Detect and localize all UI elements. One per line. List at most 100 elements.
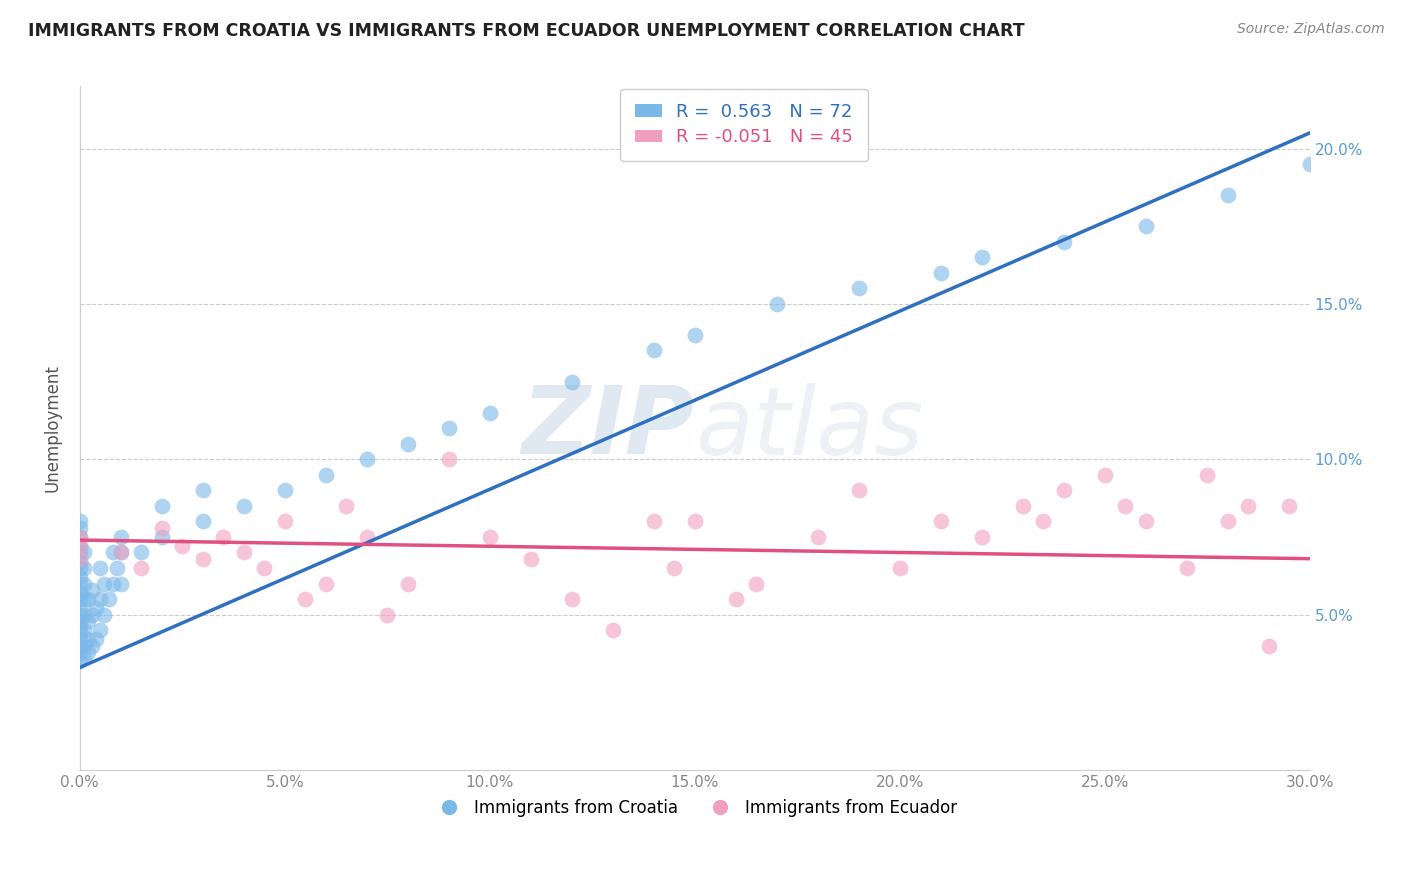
Text: ZIP: ZIP xyxy=(522,382,695,475)
Point xyxy=(69,530,91,544)
Point xyxy=(93,576,115,591)
Point xyxy=(315,467,337,482)
Point xyxy=(1053,235,1076,249)
Point xyxy=(848,483,870,498)
Point xyxy=(131,561,153,575)
Point xyxy=(69,545,91,559)
Point xyxy=(69,515,91,529)
Point xyxy=(356,530,378,544)
Point xyxy=(396,576,419,591)
Point xyxy=(77,592,100,607)
Point xyxy=(150,530,173,544)
Point xyxy=(172,539,194,553)
Point xyxy=(437,452,460,467)
Point xyxy=(274,483,297,498)
Point xyxy=(1135,219,1157,234)
Point xyxy=(69,639,91,653)
Point xyxy=(93,607,115,622)
Point xyxy=(110,545,132,559)
Point xyxy=(101,545,124,559)
Point xyxy=(69,592,91,607)
Point xyxy=(82,607,104,622)
Point xyxy=(69,614,91,628)
Point xyxy=(315,576,337,591)
Point xyxy=(69,626,91,640)
Point xyxy=(77,632,100,647)
Point xyxy=(1053,483,1076,498)
Point xyxy=(191,483,214,498)
Point xyxy=(73,561,96,575)
Point xyxy=(69,586,91,600)
Point xyxy=(69,561,91,575)
Point xyxy=(110,576,132,591)
Point xyxy=(1257,639,1279,653)
Point xyxy=(396,436,419,450)
Point xyxy=(69,632,91,647)
Point xyxy=(602,623,624,637)
Point xyxy=(683,328,706,343)
Point xyxy=(73,607,96,622)
Point xyxy=(84,632,107,647)
Point xyxy=(561,592,583,607)
Point xyxy=(664,561,686,575)
Point xyxy=(131,545,153,559)
Point xyxy=(73,651,96,665)
Point xyxy=(69,645,91,659)
Point xyxy=(970,250,993,264)
Point xyxy=(1216,515,1239,529)
Point xyxy=(561,375,583,389)
Point xyxy=(89,623,111,637)
Point xyxy=(69,555,91,569)
Point xyxy=(191,551,214,566)
Point xyxy=(73,545,96,559)
Point xyxy=(89,561,111,575)
Point xyxy=(643,515,665,529)
Point xyxy=(232,499,254,513)
Point xyxy=(89,592,111,607)
Point xyxy=(77,614,100,628)
Y-axis label: Unemployment: Unemployment xyxy=(44,364,60,492)
Point xyxy=(375,607,398,622)
Point xyxy=(294,592,316,607)
Point xyxy=(69,620,91,634)
Point xyxy=(889,561,911,575)
Point xyxy=(765,297,787,311)
Point xyxy=(478,406,501,420)
Point xyxy=(69,520,91,534)
Point xyxy=(1135,515,1157,529)
Point xyxy=(69,607,91,622)
Point xyxy=(191,515,214,529)
Point xyxy=(1032,515,1054,529)
Point xyxy=(69,539,91,553)
Point xyxy=(807,530,830,544)
Point xyxy=(232,545,254,559)
Point xyxy=(1237,499,1260,513)
Point xyxy=(77,645,100,659)
Point xyxy=(970,530,993,544)
Point xyxy=(69,570,91,584)
Point xyxy=(1298,157,1320,171)
Point xyxy=(1197,467,1219,482)
Legend: Immigrants from Croatia, Immigrants from Ecuador: Immigrants from Croatia, Immigrants from… xyxy=(426,792,963,823)
Point xyxy=(110,545,132,559)
Point xyxy=(212,530,235,544)
Point xyxy=(1114,499,1136,513)
Point xyxy=(73,576,96,591)
Point xyxy=(643,343,665,358)
Point xyxy=(82,639,104,653)
Point xyxy=(101,576,124,591)
Point xyxy=(73,623,96,637)
Point xyxy=(1278,499,1301,513)
Point xyxy=(1011,499,1033,513)
Text: Source: ZipAtlas.com: Source: ZipAtlas.com xyxy=(1237,22,1385,37)
Point xyxy=(356,452,378,467)
Point xyxy=(848,281,870,295)
Point xyxy=(150,520,173,534)
Point xyxy=(1175,561,1198,575)
Point xyxy=(97,592,120,607)
Point xyxy=(73,592,96,607)
Text: IMMIGRANTS FROM CROATIA VS IMMIGRANTS FROM ECUADOR UNEMPLOYMENT CORRELATION CHAR: IMMIGRANTS FROM CROATIA VS IMMIGRANTS FR… xyxy=(28,22,1025,40)
Point xyxy=(69,539,91,553)
Point xyxy=(724,592,747,607)
Point xyxy=(520,551,543,566)
